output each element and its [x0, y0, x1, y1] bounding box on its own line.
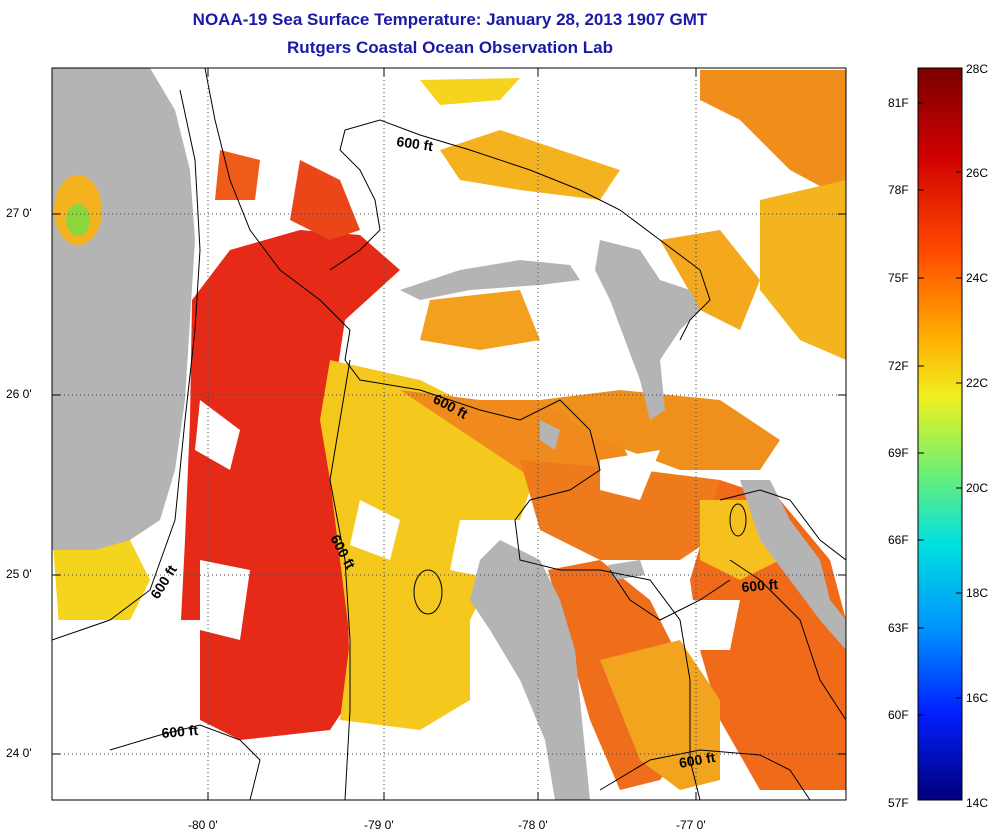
contour-label-600ft: 600 ft: [741, 576, 779, 595]
lon-label-79: -79 0': [364, 818, 394, 832]
colorbar-label-72f: 72F: [888, 359, 909, 373]
lat-label-27: 27 0': [6, 206, 32, 220]
colorbar-label-75f: 75F: [888, 271, 909, 285]
contour-labels: 600 ft 600 ft 600 ft 600 ft 600 ft 600 f…: [147, 133, 779, 771]
axis-ticks: [52, 68, 846, 800]
colorbar-label-81f: 81F: [888, 96, 909, 110]
colorbar-label-16c: 16C: [966, 691, 989, 705]
colorbar-label-78f: 78F: [888, 183, 909, 197]
lon-label-77: -77 0': [676, 818, 706, 832]
andros-land: [470, 540, 590, 800]
berry-islands-land: [540, 420, 560, 450]
colorbar: [917, 67, 963, 801]
sst-data-layer: [52, 70, 846, 800]
map-title: NOAA-19 Sea Surface Temperature: January…: [192, 10, 708, 29]
colorbar-label-60f: 60F: [888, 708, 909, 722]
colorbar-label-63f: 63F: [888, 621, 909, 635]
colorbar-label-24c: 24C: [966, 271, 989, 285]
bathymetry-contours: [52, 68, 846, 800]
map-frame: [51, 67, 847, 801]
contour-label-600ft: 600 ft: [396, 133, 435, 154]
colorbar-label-28c: 28C: [966, 62, 989, 76]
colorbar-label-14c: 14C: [966, 796, 989, 810]
colorbar-label-57f: 57F: [888, 796, 909, 810]
colorbar-label-66f: 66F: [888, 533, 909, 547]
contour-label-600ft: 600 ft: [678, 749, 717, 771]
colorbar-label-20c: 20C: [966, 481, 989, 495]
new-providence-land: [608, 560, 645, 580]
grand-bahama-land: [400, 260, 580, 300]
lat-label-25: 25 0': [6, 567, 32, 581]
colorbar-label-22c: 22C: [966, 376, 989, 390]
colorbar-label-26c: 26C: [966, 166, 989, 180]
lon-label-80: -80 0': [188, 818, 218, 832]
colorbar-label-18c: 18C: [966, 586, 989, 600]
lon-label-78: -78 0': [518, 818, 548, 832]
eleuthera-land: [740, 480, 846, 650]
lat-label-24: 24 0': [6, 746, 32, 760]
colorbar-ticks: [918, 102, 962, 716]
contour-label-600ft: 600 ft: [161, 722, 199, 741]
abaco-land: [595, 240, 700, 420]
lat-label-26: 26 0': [6, 387, 32, 401]
graticule: [52, 68, 846, 800]
map-subtitle: Rutgers Coastal Ocean Observation Lab: [287, 38, 613, 57]
land-layer: [52, 68, 846, 800]
colorbar-label-69f: 69F: [888, 446, 909, 460]
